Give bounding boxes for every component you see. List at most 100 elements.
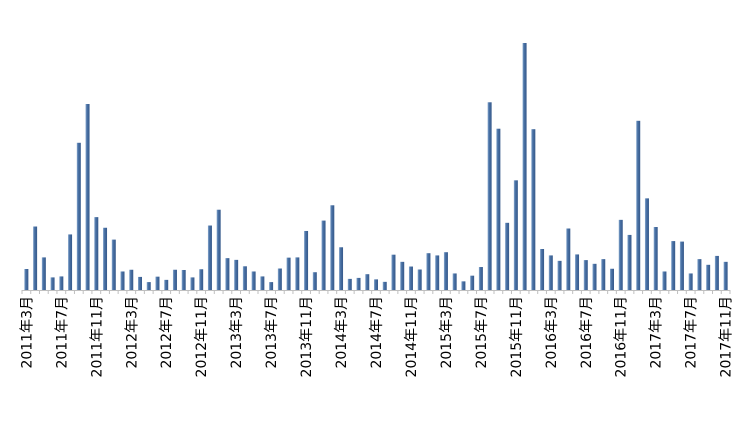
bar-2014年8月 (382, 281, 387, 290)
x-axis-tick-labels: 2011年3月 2011年7月 2011年11月 2012年3月 2012年7月 2012… (19, 296, 734, 377)
bar-2015年1月 (426, 253, 431, 290)
x-tick-label: 2014年7月 (369, 296, 385, 369)
bar-2013年3月 (234, 259, 239, 290)
bar-2013年11月 (304, 230, 309, 290)
bar-2017年11月 (723, 261, 728, 290)
bar-2017年10月 (714, 255, 719, 290)
bar-2012年10月 (190, 277, 195, 290)
x-tick-label: 2012年7月 (159, 296, 175, 369)
bar-2012年12月 (207, 225, 212, 290)
bar-2013年8月 (277, 268, 282, 290)
bar-2012年8月 (172, 269, 177, 290)
bar-2014年1月 (321, 220, 326, 290)
bar-2012年9月 (181, 269, 186, 290)
bar-2014年4月 (347, 278, 352, 290)
bar-2014年7月 (374, 279, 378, 290)
bar-2017年2月 (644, 198, 649, 290)
bar-2017年1月 (636, 120, 641, 290)
bar-2015年12月 (522, 43, 527, 290)
bar-2016年5月 (566, 228, 571, 290)
x-tick-label: 2016年3月 (544, 296, 560, 369)
bar-2016年11月 (618, 219, 623, 290)
bar-2013年1月 (216, 209, 221, 290)
bar-2015年5月 (461, 281, 466, 291)
bar-2012年7月 (164, 279, 169, 290)
bar-2016年8月 (592, 263, 597, 290)
bar-2011年3月 (24, 269, 29, 290)
bar-2014年11月 (408, 266, 413, 290)
bar-2011年12月 (103, 227, 108, 290)
bar-2013年4月 (242, 266, 247, 290)
bar-2016年4月 (557, 260, 562, 290)
bar-2012年11月 (199, 269, 204, 290)
bar-2011年5月 (41, 257, 46, 290)
bar-2016年2月 (540, 249, 545, 290)
bar-2012年4月 (138, 276, 142, 290)
x-tick-label: 2013年11月 (299, 296, 315, 377)
bar-2011年10月 (85, 104, 90, 290)
x-tick-label: 2015年3月 (439, 296, 455, 369)
bar-2013年10月 (295, 257, 300, 290)
bar-2011年4月 (33, 226, 38, 290)
x-tick-label: 2016年11月 (614, 296, 630, 377)
bar-2017年4月 (662, 271, 667, 291)
bar-2013年6月 (260, 276, 265, 291)
bar-2013年12月 (312, 272, 317, 290)
x-tick-label: 2013年3月 (229, 296, 245, 369)
bar-2015年7月 (478, 267, 483, 290)
x-tick-label: 2011年3月 (19, 296, 35, 369)
bar-2015年3月 (443, 252, 448, 290)
bar-2011年6月 (50, 277, 55, 290)
bar-2016年6月 (575, 254, 580, 290)
bar-2015年11月 (513, 180, 518, 290)
bar-2015年6月 (470, 275, 475, 290)
bar-2017年8月 (697, 259, 702, 291)
x-tick-label: 2013年7月 (264, 296, 280, 369)
x-tick-label: 2017年11月 (719, 296, 735, 377)
x-tick-label: 2016年7月 (579, 296, 595, 369)
bar-2014年3月 (339, 247, 344, 290)
bar-2014年5月 (356, 277, 361, 290)
x-tick-label: 2011年7月 (54, 296, 70, 369)
bar-2012年5月 (146, 282, 151, 290)
x-tick-label: 2015年7月 (474, 296, 490, 369)
bar-2016年12月 (627, 234, 632, 290)
x-axis-ticks (21, 290, 731, 294)
bar-2011年9月 (76, 142, 81, 290)
bar-2011年8月 (68, 234, 73, 291)
x-tick-label: 2012年11月 (194, 296, 210, 377)
x-tick-label: 2012年3月 (124, 296, 140, 369)
bar-2014年2月 (330, 205, 335, 290)
x-tick-label: 2017年3月 (649, 296, 665, 369)
bar-2013年5月 (251, 271, 256, 291)
bar-2012年2月 (120, 271, 125, 291)
bar-2016年7月 (583, 260, 588, 290)
bar-2012年1月 (111, 239, 116, 290)
bar-2011年11月 (94, 217, 99, 290)
bar-2013年2月 (225, 258, 230, 290)
bar-2016年10月 (610, 268, 614, 290)
bar-2016年3月 (548, 255, 553, 290)
x-tick-label: 2011年11月 (89, 296, 105, 377)
bar-2016年9月 (601, 259, 606, 291)
bar-2017年3月 (653, 227, 658, 290)
bar-2015年4月 (452, 273, 457, 290)
x-tick-label: 2015年11月 (509, 296, 525, 377)
bar-2015年10月 (505, 222, 510, 290)
bar-2017年5月 (671, 241, 676, 290)
bar-2015年9月 (496, 128, 501, 290)
bar-2013年9月 (286, 257, 291, 290)
bar-2011年7月 (59, 276, 64, 291)
bar-2017年6月 (679, 241, 684, 290)
bar-2015年2月 (435, 255, 440, 290)
bar-2014年10月 (400, 261, 405, 290)
bar-2014年12月 (417, 269, 422, 290)
bar-2015年8月 (487, 102, 492, 290)
bar-2013年7月 (269, 282, 274, 290)
x-tick-label: 2014年11月 (404, 296, 420, 377)
x-tick-label: 2014年3月 (334, 296, 350, 369)
bar-2014年6月 (365, 274, 370, 290)
x-tick-label: 2017年7月 (684, 296, 700, 369)
bar-2017年9月 (706, 264, 711, 290)
